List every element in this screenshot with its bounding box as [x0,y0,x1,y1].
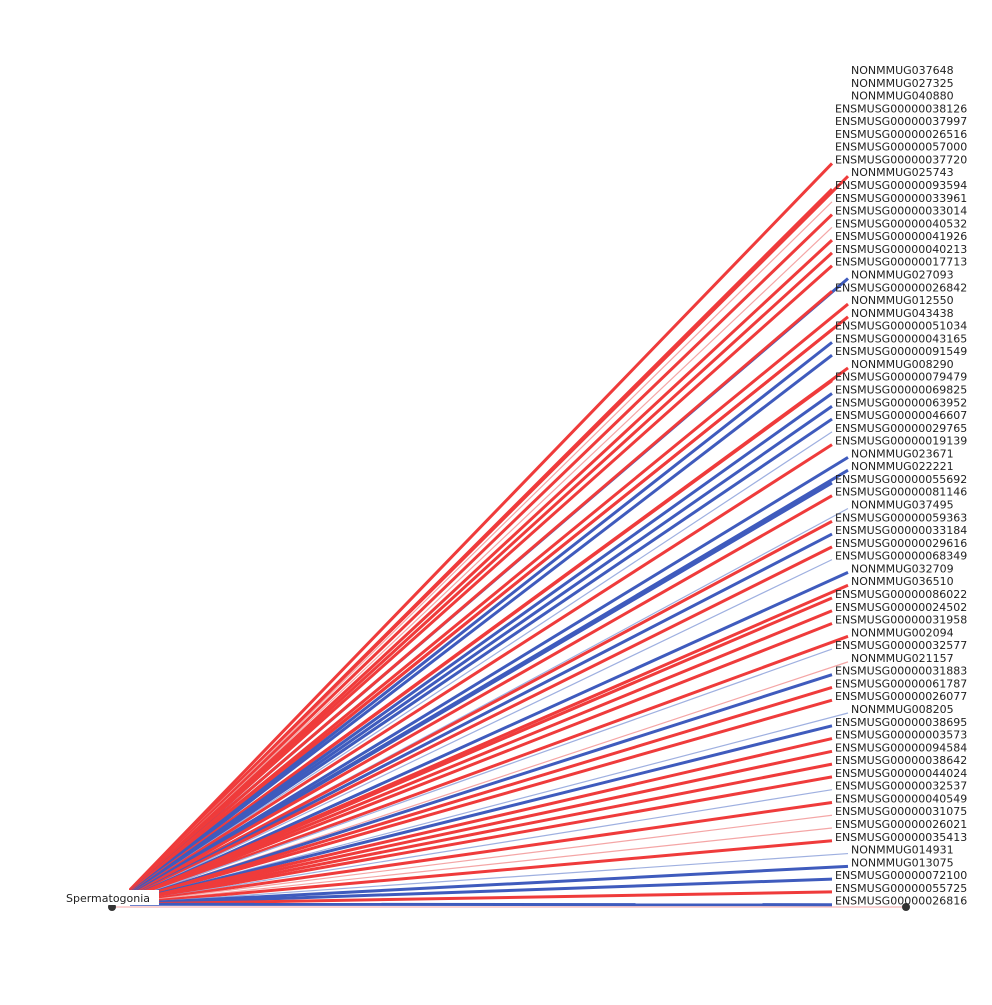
gene-label: ENSMUSG00000026077 [835,690,967,703]
gene-label: ENSMUSG00000026816 [835,895,967,908]
gene-label: ENSMUSG00000031958 [835,614,967,627]
gene-label: NONMMUG013075 [851,856,954,869]
gene-label: ENSMUSG00000031883 [835,665,967,678]
gene-label: NONMMUG037648 [851,64,954,77]
edge-ensmusg00000037720 [130,163,832,889]
gene-label: ENSMUSG00000055725 [835,882,967,895]
gene-label: ENSMUSG00000026021 [835,818,967,831]
gene-label: NONMMUG023671 [851,447,954,460]
edge-ensmusg00000029616 [130,547,832,897]
gene-label: ENSMUSG00000079479 [835,371,967,384]
gene-label: ENSMUSG00000081146 [835,486,967,499]
gene-label: ENSMUSG00000063952 [835,396,967,409]
gene-label: ENSMUSG00000035413 [835,831,967,844]
gene-label: ENSMUSG00000026516 [835,128,967,141]
gene-label: NONMMUG002094 [851,626,954,639]
gene-label: NONMMUG027325 [851,77,954,90]
gene-label: ENSMUSG00000019139 [835,435,967,448]
gene-label: ENSMUSG00000059363 [835,511,967,524]
gene-label: ENSMUSG00000094584 [835,741,967,754]
gene-label: ENSMUSG00000040532 [835,217,967,230]
gene-label: NONMMUG040880 [851,90,954,103]
gene-label: ENSMUSG00000033184 [835,524,967,537]
gene-label: ENSMUSG00000051034 [835,320,967,333]
source-label: Spermatogonia [66,892,150,905]
gene-label: ENSMUSG00000068349 [835,550,967,563]
gene-label: ENSMUSG00000038642 [835,754,967,767]
gene-label: ENSMUSG00000026842 [835,281,967,294]
edge-layer [112,163,906,907]
edge-ensmusg00000040532 [130,227,832,891]
gene-label: ENSMUSG00000032577 [835,639,967,652]
gene-label: ENSMUSG00000029616 [835,537,967,550]
gene-label: ENSMUSG00000061787 [835,677,967,690]
gene-label: NONMMUG008205 [851,703,954,716]
edge-ensmusg00000024502 [130,611,832,899]
gene-label: ENSMUSG00000041926 [835,230,967,243]
edge-ensmusg00000033014 [130,215,832,891]
gene-label: ENSMUSG00000033961 [835,192,967,205]
gene-label: ENSMUSG00000057000 [835,141,967,154]
gene-label: ENSMUSG00000086022 [835,588,967,601]
gene-label: NONMMUG037495 [851,499,954,512]
gene-label: ENSMUSG00000017713 [835,256,967,269]
gene-label: NONMMUG014931 [851,844,954,857]
gene-label: ENSMUSG00000091549 [835,345,967,358]
gene-label: ENSMUSG00000031075 [835,805,967,818]
gene-label: ENSMUSG00000038695 [835,716,967,729]
edge-ensmusg00000081146 [130,496,832,897]
gene-label: ENSMUSG00000037720 [835,153,967,166]
edge-ensmusg00000031958 [130,624,832,899]
gene-label: ENSMUSG00000069825 [835,384,967,397]
gene-label: ENSMUSG00000043165 [835,332,967,345]
gene-label: ENSMUSG00000040213 [835,243,967,256]
gene-label: NONMMUG008290 [851,358,954,371]
gene-label: ENSMUSG00000040549 [835,792,967,805]
gene-label: ENSMUSG00000093594 [835,179,967,192]
gene-label: NONMMUG022221 [851,460,954,473]
edge-ensmusg00000043165 [130,342,832,893]
gene-label: NONMMUG043438 [851,307,954,320]
gene-label: ENSMUSG00000029765 [835,422,967,435]
gene-label: ENSMUSG00000033014 [835,205,967,218]
gene-label: NONMMUG025743 [851,166,954,179]
gene-label: ENSMUSG00000055692 [835,473,967,486]
gene-label: ENSMUSG00000072100 [835,869,967,882]
gene-label: ENSMUSG00000037997 [835,115,967,128]
gene-label: NONMMUG032709 [851,562,954,575]
gene-label: ENSMUSG00000003573 [835,729,967,742]
edge-ensmusg00000046607 [130,419,832,895]
gene-label: ENSMUSG00000024502 [835,601,967,614]
edge-ensmusg00000026842 [130,291,832,892]
gene-label: NONMMUG027093 [851,268,954,281]
gene-label: NONMMUG021157 [851,652,954,665]
gene-label: ENSMUSG00000046607 [835,409,967,422]
edge-ensmusg00000033184 [130,534,832,897]
gene-label: NONMMUG036510 [851,575,954,588]
gene-label: ENSMUSG00000038126 [835,102,967,115]
gene-label: NONMMUG012550 [851,294,954,307]
gene-label: ENSMUSG00000032537 [835,780,967,793]
gene-label: ENSMUSG00000044024 [835,767,967,780]
